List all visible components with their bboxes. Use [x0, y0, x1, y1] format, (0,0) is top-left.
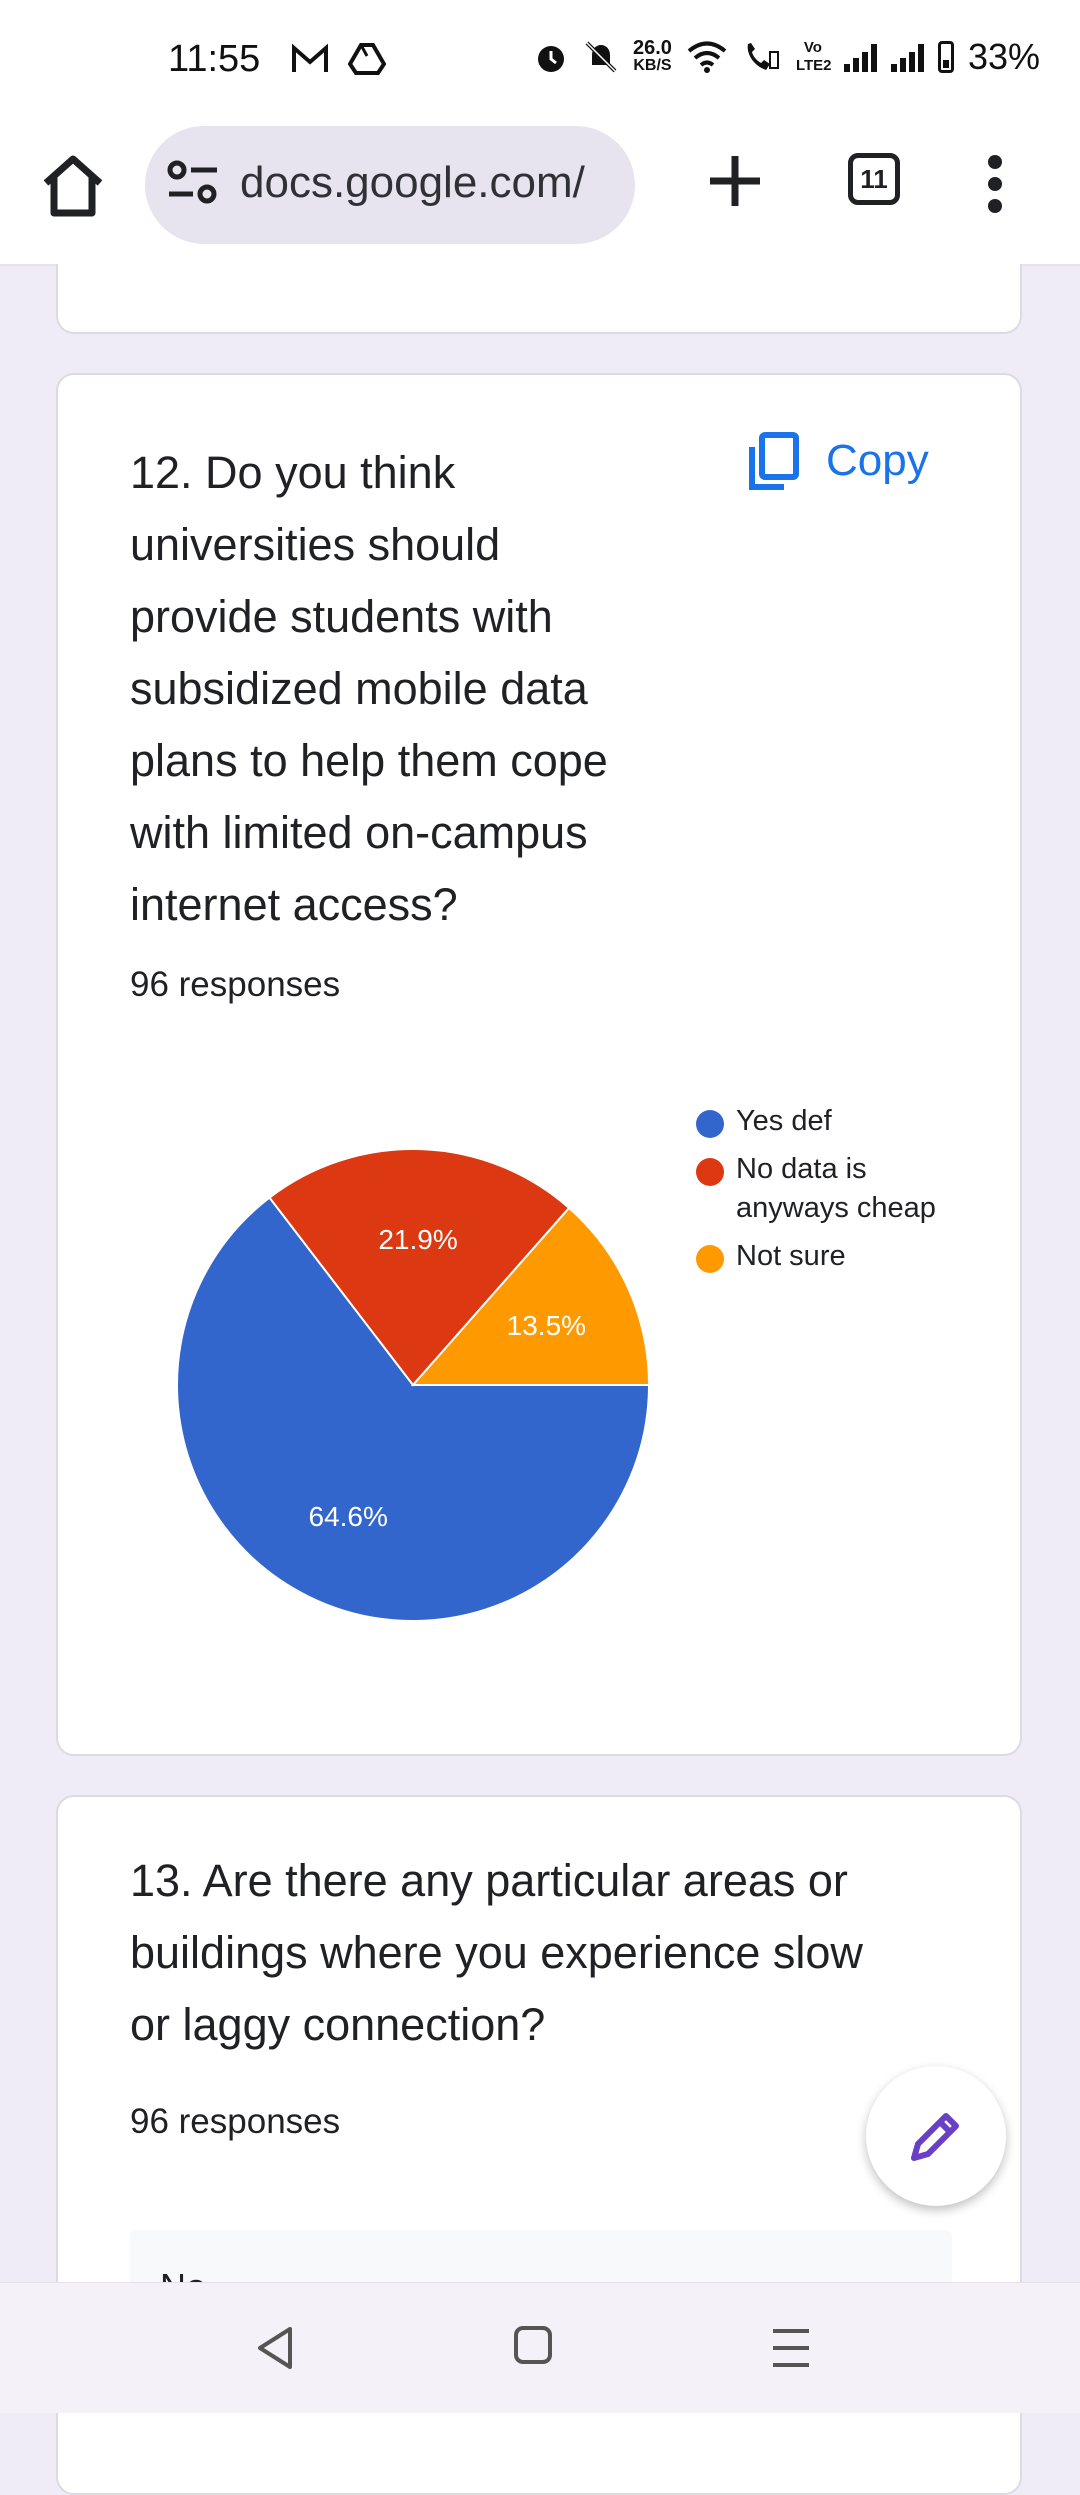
signal-2-icon — [890, 42, 924, 72]
tab-switcher-button[interactable]: 11 — [848, 153, 900, 205]
net-speed-unit: KB/S — [633, 57, 672, 74]
copy-icon — [749, 432, 799, 490]
url-text[interactable]: docs.google.com/ — [240, 158, 585, 207]
edit-fab[interactable] — [866, 2066, 1006, 2206]
net-speed: 26.0 KB/S — [633, 37, 672, 75]
question-12-responses: 96 responses — [130, 965, 341, 1004]
wifi-icon — [687, 41, 727, 73]
menu-lines-icon[interactable] — [770, 2323, 812, 2373]
legend-swatch — [696, 1110, 724, 1138]
legend-label: Not sure — [736, 1240, 846, 1272]
legend-swatch — [696, 1245, 724, 1273]
battery-icon — [937, 41, 954, 73]
pie-slice-label: 13.5% — [507, 1310, 586, 1341]
previous-question-card — [56, 264, 1022, 334]
legend-swatch — [696, 1158, 724, 1186]
wifi-call-icon — [747, 43, 779, 70]
question-12-title: 12. Do you think universities should pro… — [130, 437, 608, 941]
question-title-line: buildings where you experience slow — [130, 1927, 863, 1978]
pie-slice-label: 21.9% — [378, 1224, 457, 1255]
system-nav-bar — [0, 2282, 1080, 2413]
legend-label: Yes def — [736, 1105, 832, 1137]
question-title-line: internet access? — [130, 879, 458, 930]
legend-label: No data is — [736, 1153, 867, 1185]
pie-slice — [410, 1206, 651, 1386]
question-title-line: universities should — [130, 519, 501, 570]
status-right-icons: 26.0 KB/S Vo LTE2 33% — [533, 36, 1040, 78]
pie-slice — [176, 1196, 651, 1622]
gmail-icon — [292, 43, 328, 72]
question-12-card: 12. Do you think universities should pro… — [56, 373, 1022, 1756]
new-tab-button[interactable] — [700, 146, 770, 216]
back-triangle-icon[interactable] — [252, 2323, 296, 2373]
status-bar: 11:55 26.0 KB/S Vo LTE2 33% — [0, 0, 1080, 126]
question-title-line: with limited on-campus — [130, 807, 588, 858]
signal-1-icon — [843, 42, 877, 72]
status-left-icons — [290, 42, 386, 76]
legend-item: Yes def — [696, 1102, 976, 1141]
legend-item: Not sure — [696, 1237, 976, 1276]
chart-legend: Yes def No data is anyways cheap Not sur… — [696, 1102, 976, 1285]
tune-icon[interactable] — [165, 158, 221, 208]
question-title-line: 13. Are there any particular areas or — [130, 1855, 848, 1906]
more-vert-icon[interactable] — [980, 151, 1010, 221]
alarm-icon — [538, 46, 564, 72]
plus-icon — [710, 156, 760, 206]
legend-label: anyways cheap — [736, 1192, 936, 1224]
question-title-line: provide students with — [130, 591, 553, 642]
volte-indicator: Vo LTE2 — [795, 39, 832, 74]
net-speed-value: 26.0 — [633, 37, 672, 59]
pie-slice — [268, 1148, 571, 1387]
copy-chart-button[interactable]: Copy — [746, 431, 929, 491]
battery-percent: 33% — [967, 36, 1040, 77]
home-icon — [43, 155, 103, 217]
pencil-icon — [911, 2113, 959, 2161]
mute-icon — [585, 41, 617, 73]
pie-chart: 64.6% 21.9% 13.5% — [176, 1148, 651, 1622]
url-bar[interactable]: docs.google.com/ — [145, 126, 635, 244]
browser-toolbar: docs.google.com/ 11 — [0, 126, 1080, 266]
pie-slice-label: 64.6% — [309, 1501, 388, 1532]
question-title-line: 12. Do you think — [130, 447, 456, 498]
question-13-title: 13. Are there any particular areas or bu… — [130, 1845, 863, 2061]
question-13-responses: 96 responses — [130, 2102, 341, 2141]
question-title-line: or laggy connection? — [130, 1999, 546, 2050]
question-title-line: subsidized mobile data — [130, 663, 588, 714]
drive-icon — [348, 43, 386, 75]
copy-label: Copy — [826, 436, 929, 485]
legend-item: No data is anyways cheap — [696, 1150, 976, 1228]
home-button[interactable] — [38, 151, 108, 221]
question-title-line: plans to help them cope — [130, 735, 608, 786]
status-time: 11:55 — [168, 38, 261, 80]
home-square-icon[interactable] — [513, 2323, 553, 2367]
